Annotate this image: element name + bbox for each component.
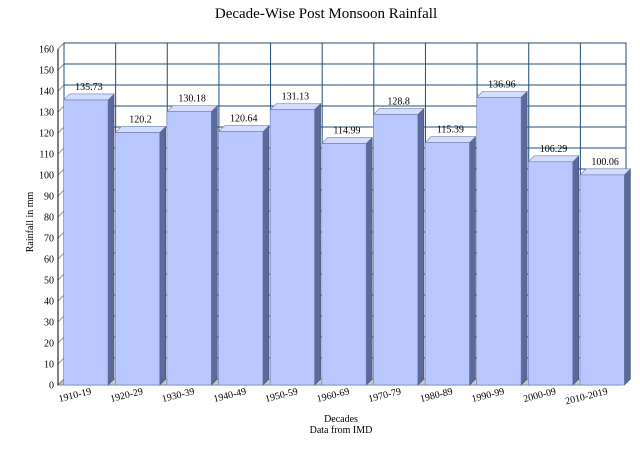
y-tick-label: 90 — [44, 192, 54, 203]
y-tick-label: 20 — [44, 339, 54, 350]
data-label: 131.13 — [282, 92, 310, 103]
bar — [166, 111, 212, 386]
bar — [269, 109, 315, 386]
y-gridline-side — [57, 336, 65, 344]
data-label: 130.18 — [178, 94, 206, 105]
bar — [218, 131, 264, 386]
y-gridline-side — [57, 147, 65, 155]
y-gridline-side — [57, 42, 65, 50]
bar-side — [417, 107, 425, 386]
y-gridline-side — [57, 294, 65, 302]
y-gridline-side — [57, 189, 65, 197]
bar-top — [269, 103, 322, 110]
bar-top — [475, 91, 528, 98]
x-tick-label: 1930-39 — [161, 386, 196, 405]
bar-side — [624, 168, 631, 386]
y-tick-label: 140 — [39, 87, 54, 98]
x-tick-label: 1910-19 — [58, 386, 93, 405]
x-tick-label: 2000-09 — [522, 386, 557, 405]
bar-top — [114, 126, 167, 133]
y-gridline-side — [57, 252, 65, 260]
data-label: 136.96 — [488, 79, 516, 90]
y-tick-label: 0 — [49, 381, 54, 392]
bar-side — [210, 104, 218, 386]
x-tick-label: 2010-2019 — [564, 386, 609, 407]
y-tick-label: 30 — [44, 318, 54, 329]
y-tick-label: 50 — [44, 276, 54, 287]
data-label: 100.06 — [591, 157, 619, 168]
bar-top — [217, 125, 270, 132]
bar-side — [469, 135, 476, 386]
y-axis-label: Rainfall in mm — [25, 192, 36, 253]
bar-side — [572, 155, 580, 386]
y-gridline-side — [57, 105, 65, 113]
y-tick-label: 10 — [44, 360, 54, 371]
x-tick-label: 1920-29 — [109, 386, 144, 405]
bar-top — [62, 93, 115, 101]
y-gridline-side — [57, 168, 65, 176]
y-tick-label: 40 — [44, 297, 54, 308]
y-tick-label: 110 — [39, 150, 54, 161]
y-gridline-side — [57, 315, 65, 323]
bar — [424, 142, 470, 386]
bar-top — [372, 108, 425, 115]
bar-top — [579, 168, 632, 176]
chart-title: Decade-Wise Post Monsoon Rainfall — [215, 6, 437, 22]
y-gridline-side — [57, 126, 65, 134]
plot-area: 0 10 20 30 40 50 60 70 80 90 100 110 120 130 140 150 160… — [39, 41, 632, 407]
bar-side — [314, 102, 321, 386]
y-tick-label: 60 — [44, 255, 54, 266]
x-tick-label: 1950-59 — [264, 386, 299, 405]
x-tick-label: 1940-49 — [212, 386, 247, 405]
bar-side — [262, 124, 270, 386]
bar-side — [365, 136, 373, 386]
data-label: 120.64 — [230, 114, 258, 125]
x-tick-label: 1980-89 — [419, 386, 454, 405]
x-tick-label: 1970-79 — [367, 386, 402, 405]
y-tick-label: 70 — [44, 234, 54, 245]
bar — [579, 174, 625, 386]
bar — [373, 114, 419, 386]
y-gridline-side — [57, 63, 65, 71]
data-label: 120.2 — [129, 115, 152, 126]
bar-top — [527, 155, 580, 163]
bar — [476, 97, 522, 386]
x-tick-label: 1960-69 — [316, 386, 351, 405]
bar-top — [166, 105, 219, 112]
y-gridline-side — [57, 273, 65, 281]
bar-side — [520, 90, 528, 386]
y-tick-label: 100 — [39, 171, 54, 182]
y-gridline-side — [57, 84, 65, 92]
bar-top — [424, 136, 477, 143]
y-tick-label: 130 — [39, 108, 54, 119]
y-gridline-side — [57, 231, 65, 239]
y-tick-label: 160 — [39, 45, 54, 56]
data-label: 114.99 — [333, 126, 360, 137]
bar — [528, 161, 574, 386]
bar-side — [107, 93, 115, 386]
data-label: 106.29 — [540, 144, 568, 155]
data-label: 115.39 — [437, 125, 464, 136]
source-note: Data from IMD — [310, 425, 373, 436]
bar-side — [159, 125, 166, 386]
y-gridline-side — [57, 357, 65, 365]
bar-top — [321, 137, 373, 144]
bar — [321, 143, 367, 386]
data-label: 135.73 — [75, 82, 103, 93]
y-tick-label: 150 — [39, 66, 54, 77]
bar — [63, 99, 109, 386]
x-axis-label: Decades — [324, 414, 358, 425]
y-tick-label: 80 — [44, 213, 54, 224]
y-gridline-side — [57, 210, 65, 218]
x-tick-label: 1990-99 — [471, 386, 506, 405]
data-label: 128.8 — [387, 97, 410, 108]
bar — [114, 132, 160, 386]
y-tick-label: 120 — [39, 129, 54, 140]
